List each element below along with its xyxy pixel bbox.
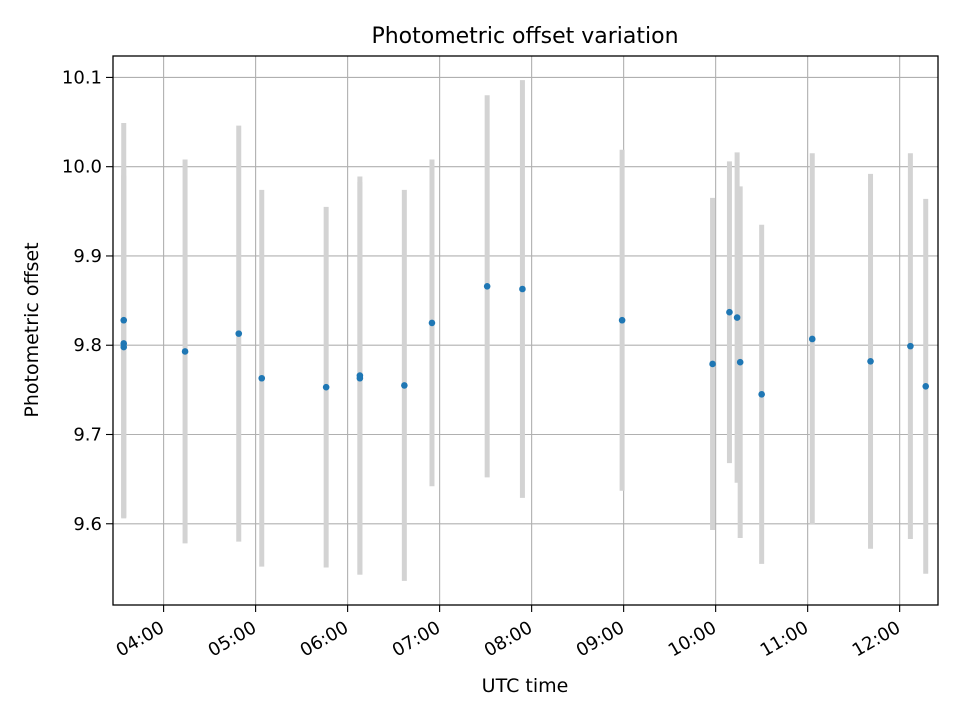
data-point: [120, 343, 128, 351]
data-point: [401, 382, 408, 389]
y-tick-label: 9.7: [73, 424, 102, 445]
x-axis-label: UTC time: [482, 675, 569, 697]
data-point: [867, 357, 874, 365]
data-point: [808, 335, 816, 343]
data-point: [709, 360, 716, 368]
data-point: [181, 348, 189, 355]
data-point: [519, 285, 526, 293]
data-points: [120, 283, 930, 398]
data-point: [235, 330, 243, 337]
y-tick-label: 9.8: [73, 335, 102, 356]
y-tick-label: 9.6: [73, 514, 102, 535]
data-point: [356, 374, 364, 382]
data-point: [736, 358, 744, 366]
data-point: [907, 342, 914, 350]
data-point: [922, 382, 930, 390]
y-axis-label: Photometric offset: [21, 242, 43, 417]
data-point: [726, 308, 733, 316]
y-tick-label: 10.0: [62, 157, 102, 178]
chart-title: Photometric offset variation: [371, 24, 678, 49]
data-point: [428, 319, 436, 327]
data-point: [483, 283, 491, 290]
data-point: [120, 316, 128, 324]
data-point: [758, 391, 765, 398]
data-point: [322, 383, 330, 391]
data-point: [618, 316, 626, 324]
y-tick-label: 10.1: [62, 67, 102, 88]
data-point: [258, 374, 266, 382]
y-tick-label: 9.9: [73, 246, 102, 267]
data-point: [733, 314, 741, 321]
plot-frame: [112, 55, 939, 606]
